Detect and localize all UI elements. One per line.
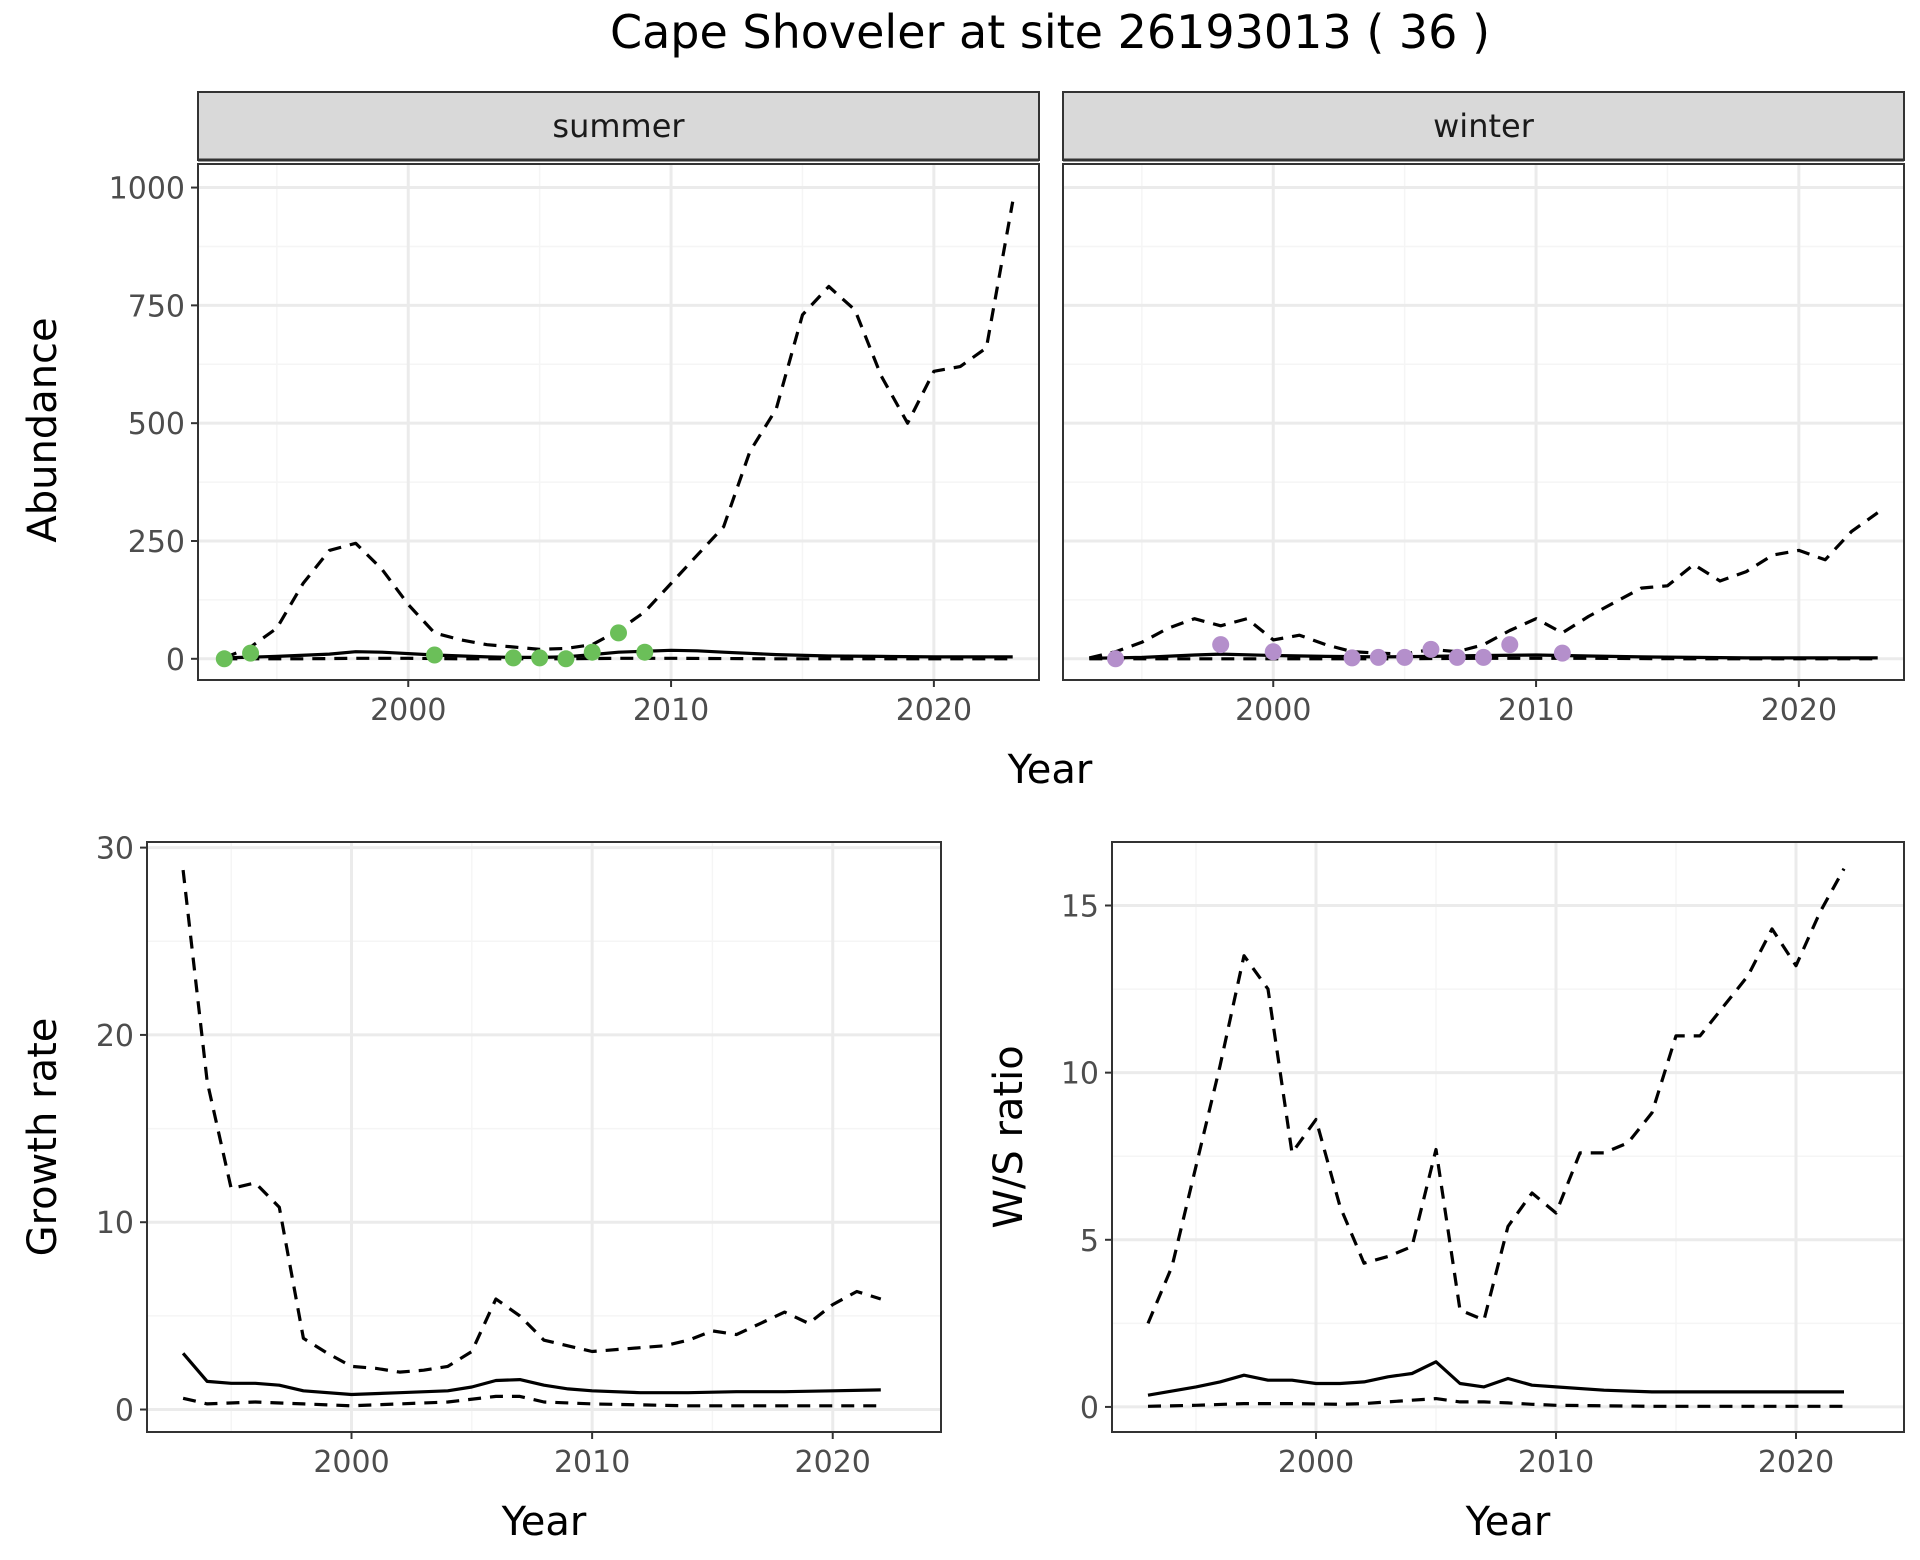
x-tick-label: 2000 bbox=[1278, 1445, 1354, 1480]
winter-observed-point bbox=[1264, 643, 1282, 661]
x-tick-label: 2000 bbox=[1235, 693, 1311, 728]
summer-observed-point bbox=[583, 643, 601, 661]
x-tick-label: 2000 bbox=[370, 693, 446, 728]
growth-lower-line bbox=[182, 1394, 881, 1408]
abundance-summer-panel: summer 2000 2010 2020 0 250 500 750 1000 bbox=[109, 91, 1040, 728]
panel-background bbox=[147, 842, 941, 1432]
summer-observed-point bbox=[557, 650, 575, 668]
summer-observed-point bbox=[504, 649, 522, 667]
summer-observed-point bbox=[610, 624, 627, 642]
y-tick-label: 0 bbox=[166, 643, 185, 678]
y-tick-label: 1000 bbox=[109, 172, 185, 207]
panel-background bbox=[1112, 842, 1904, 1432]
x-axis-title: Year bbox=[1465, 1499, 1551, 1545]
winter-observed-point bbox=[1475, 648, 1492, 666]
y-tick-label: 30 bbox=[96, 832, 134, 867]
winter-observed-point bbox=[1212, 636, 1230, 654]
x-axis-title: Year bbox=[501, 1499, 587, 1545]
winter-upper-line bbox=[1088, 511, 1879, 660]
winter-observed-point bbox=[1369, 648, 1387, 666]
x-tick-label: 2020 bbox=[1758, 1445, 1834, 1480]
y-tick-label: 0 bbox=[1080, 1391, 1099, 1426]
summer-observed-point bbox=[242, 644, 260, 662]
facet-label: winter bbox=[1433, 107, 1535, 145]
summer-observed-point bbox=[426, 646, 444, 664]
ws-upper-line bbox=[1146, 867, 1846, 1325]
summer-observed-point bbox=[636, 643, 654, 661]
panel-border bbox=[1111, 841, 1905, 1433]
y-tick-label: 500 bbox=[128, 407, 185, 442]
panel-border bbox=[197, 163, 1040, 681]
growth-rate-panel: 2000 2010 2020 0 10 20 30 Year Growth rate bbox=[20, 832, 942, 1545]
winter-observed-point bbox=[1107, 650, 1125, 668]
winter-observed-point bbox=[1396, 648, 1414, 666]
y-tick-label: 10 bbox=[96, 1206, 134, 1241]
growth-upper-line bbox=[181, 869, 882, 1374]
ws-lower-line bbox=[1147, 1396, 1844, 1408]
panel-border bbox=[146, 841, 942, 1433]
summer-observed-point bbox=[215, 650, 233, 668]
abundance-winter-panel: winter 2000 2010 2020 bbox=[1062, 91, 1905, 728]
y-tick-label: 20 bbox=[96, 1019, 134, 1054]
y-tick-label: 15 bbox=[1061, 890, 1099, 925]
x-tick-label: 2010 bbox=[1498, 693, 1574, 728]
abundance-x-axis-title: Year bbox=[1007, 747, 1093, 793]
x-tick-label: 2020 bbox=[795, 1445, 871, 1480]
x-tick-label: 2000 bbox=[313, 1445, 389, 1480]
figure-title: Cape Shoveler at site 26193013 ( 36 ) bbox=[610, 5, 1490, 59]
y-axis-title: W/S ratio bbox=[986, 1045, 1032, 1228]
x-tick-label: 2010 bbox=[633, 693, 709, 728]
facet-label: summer bbox=[552, 107, 685, 145]
winter-observed-point bbox=[1422, 640, 1440, 658]
winter-observed-point bbox=[1343, 649, 1361, 667]
x-tick-label: 2010 bbox=[554, 1445, 630, 1480]
x-tick-label: 2010 bbox=[1518, 1445, 1594, 1480]
y-tick-label: 250 bbox=[128, 525, 185, 560]
y-axis-title: Growth rate bbox=[20, 1018, 66, 1257]
summer-observed-point bbox=[531, 649, 549, 667]
y-tick-label: 0 bbox=[115, 1394, 134, 1429]
y-tick-label: 10 bbox=[1061, 1057, 1099, 1092]
y-tick-label: 5 bbox=[1080, 1224, 1099, 1259]
winter-observed-point bbox=[1553, 644, 1571, 662]
x-tick-label: 2020 bbox=[1761, 693, 1837, 728]
x-tick-label: 2020 bbox=[896, 693, 972, 728]
ws-ratio-panel: 2000 2010 2020 0 5 10 15 Year W/S ratio bbox=[986, 841, 1905, 1545]
winter-observed-point bbox=[1501, 636, 1519, 654]
ws-estimate-line bbox=[1147, 1360, 1844, 1397]
panel-border bbox=[1062, 163, 1905, 681]
abundance-y-axis-title: Abundance bbox=[20, 317, 66, 542]
growth-estimate-line bbox=[181, 1352, 881, 1397]
y-tick-label: 750 bbox=[128, 289, 185, 324]
facet-strip bbox=[1062, 91, 1905, 161]
winter-observed-point bbox=[1448, 648, 1466, 666]
